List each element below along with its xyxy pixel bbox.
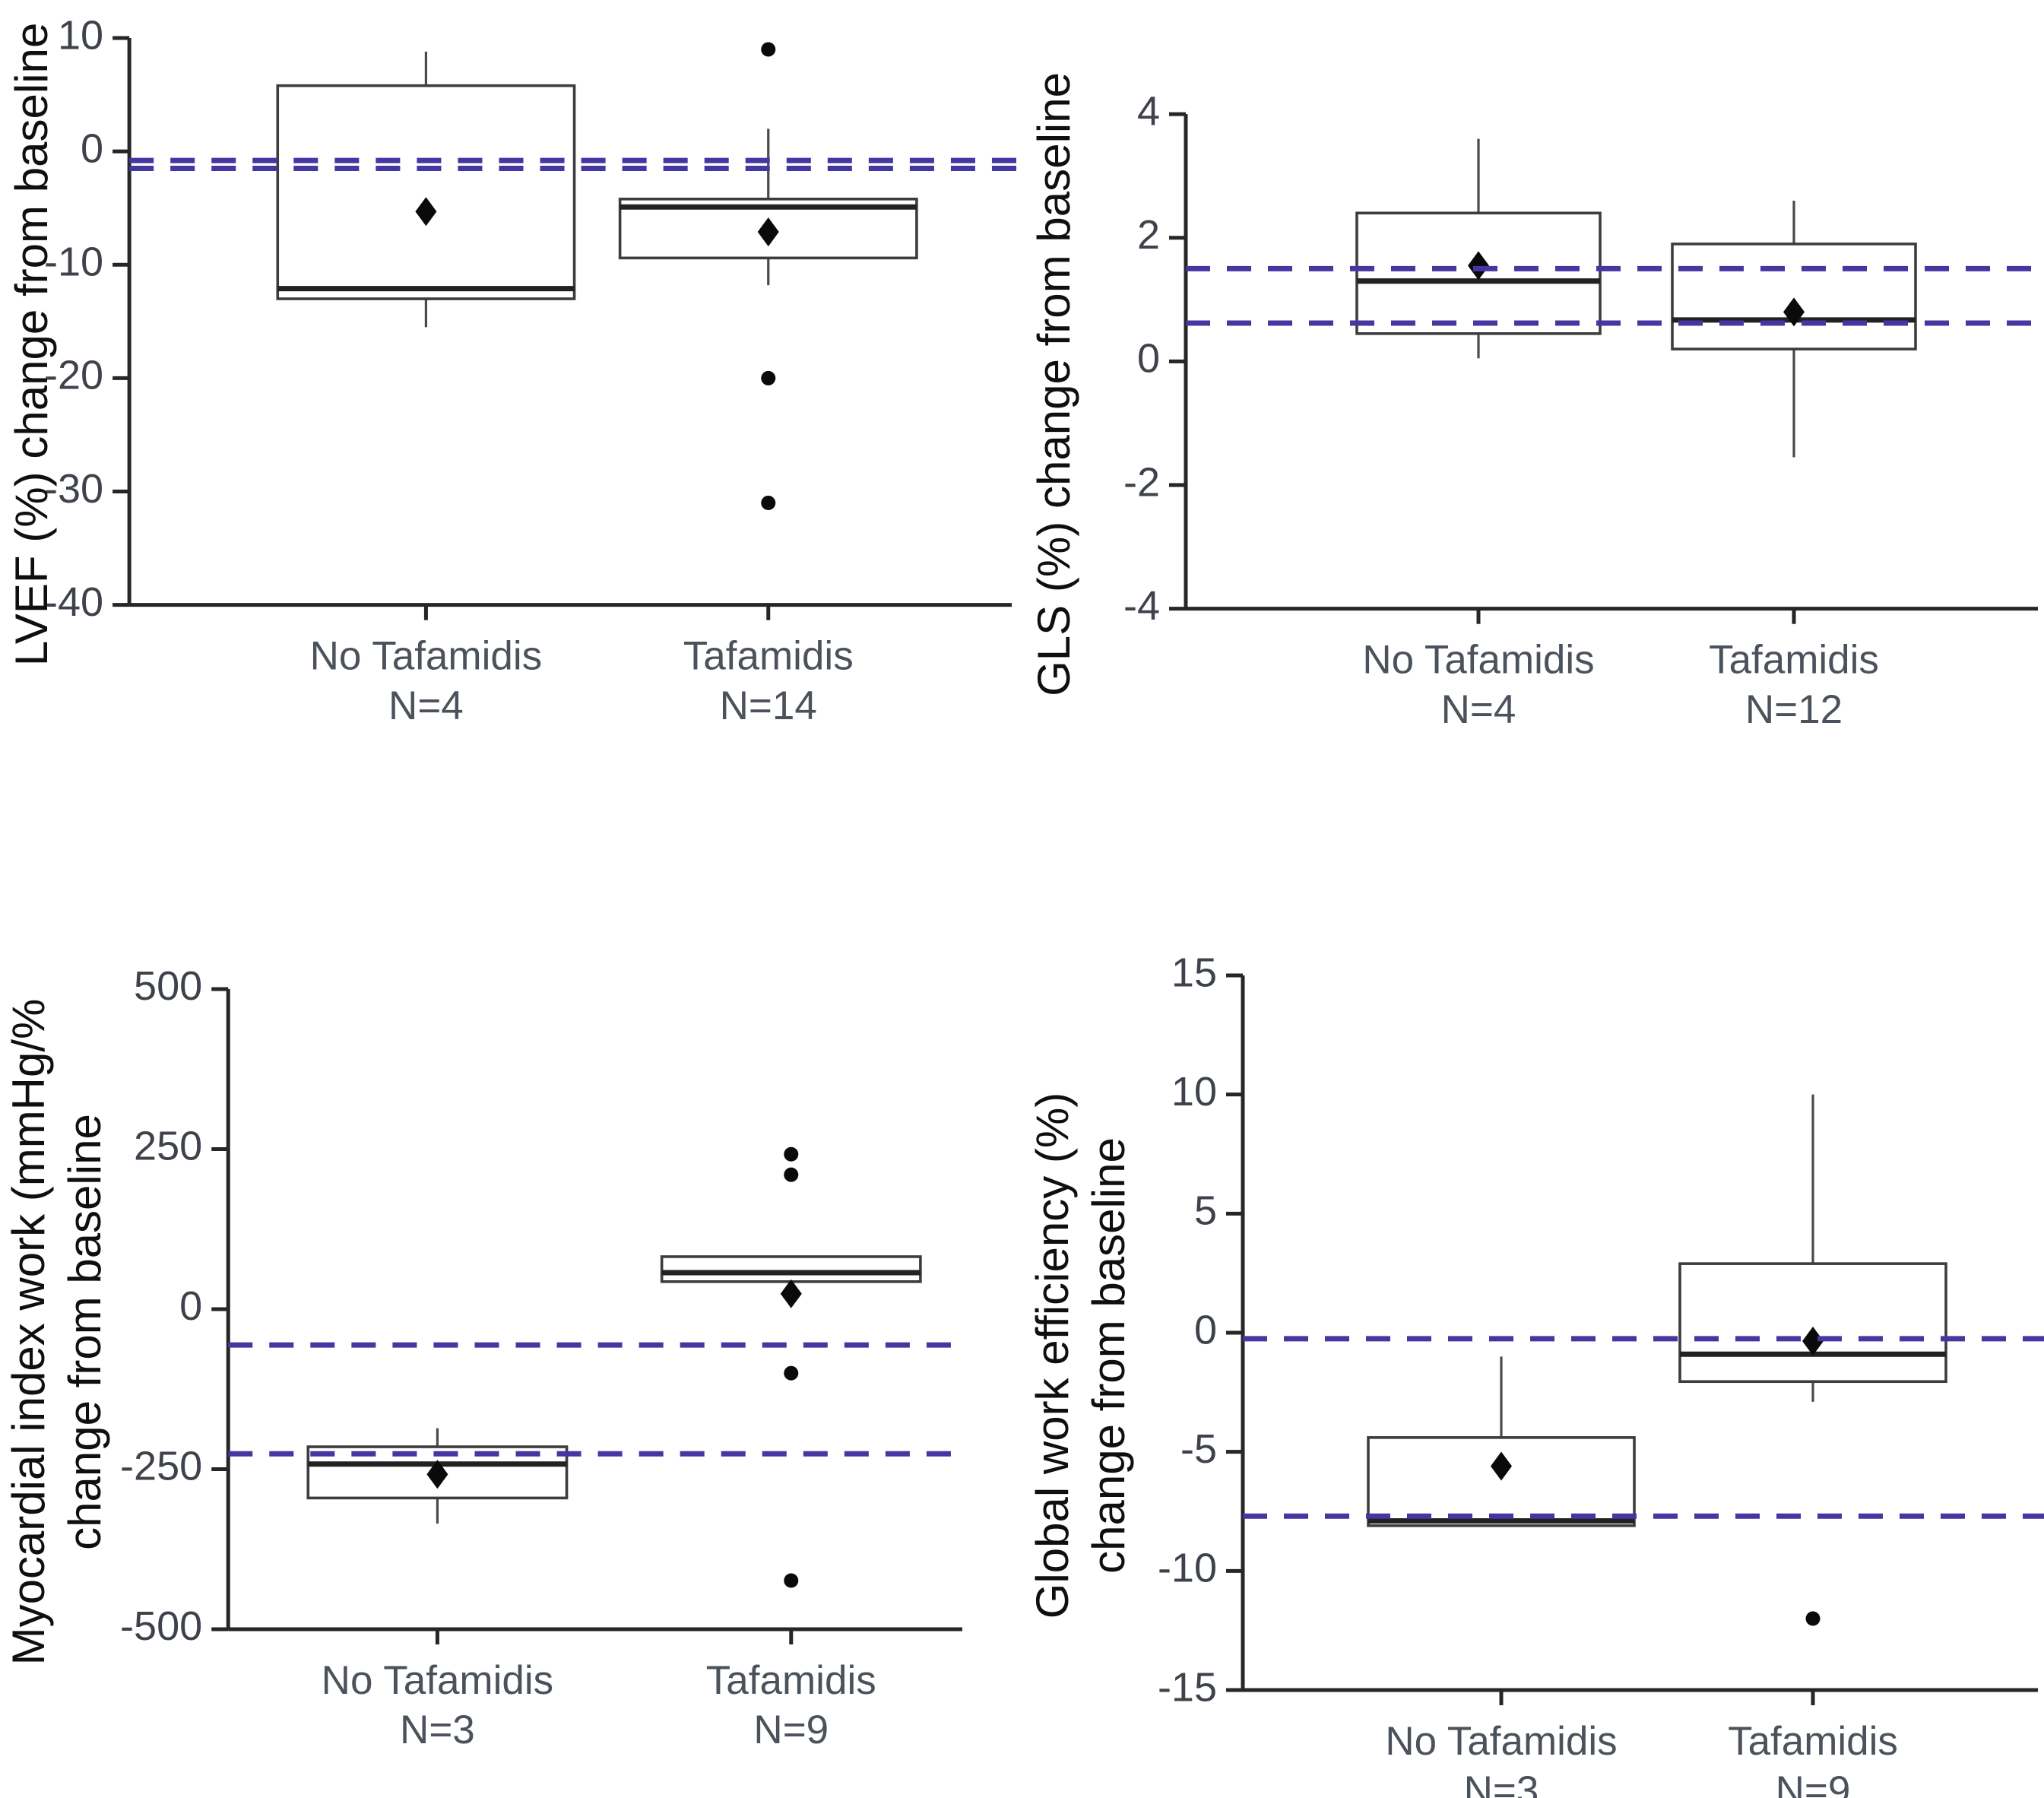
iqr-box: [660, 1255, 922, 1283]
x-group-label: No Tafamidis: [322, 1658, 553, 1703]
x-group-n-label: N=4: [388, 683, 464, 728]
y-tick-label: 500: [134, 963, 202, 1009]
y-axis-title: change from baseline: [1083, 1137, 1134, 1574]
iqr-box: [1678, 1262, 1947, 1384]
y-tick-label: 10: [1171, 1069, 1217, 1115]
box-group-no-tafamidis: No Tafamidis N=3: [1367, 1356, 1636, 1798]
panel-root: 4 2 0 -2 -4 GLS (%) change from baseline No Ta…: [1028, 72, 2044, 732]
boxplot-panel-work-efficiency: 15 10 5 0 -5 -10 -15 Global work efficiency (%)…: [1027, 950, 2044, 1798]
x-group-n-label: N=4: [1441, 687, 1516, 732]
box-group-no-tafamidis: No Tafamidis N=3: [306, 1428, 569, 1752]
y-tick-label: 5: [1194, 1188, 1217, 1234]
y-tick-label: -30: [44, 466, 103, 512]
y-tick-label: 0: [81, 125, 103, 171]
mean-diamond: [780, 1279, 802, 1308]
panel-myocardial-work: 500 250 0 -250 -500 Myocardial index work (mm…: [0, 899, 1022, 1798]
y-tick-label: -500: [120, 1603, 202, 1649]
y-tick-label: 4: [1137, 88, 1160, 134]
panel-root: 15 10 5 0 -5 -10 -15 Global work efficiency (%)…: [1027, 950, 2044, 1798]
x-group-n-label: N=9: [1776, 1768, 1851, 1798]
y-axis-title: LVEF (%) change from baseline: [6, 23, 57, 666]
mean-diamond: [757, 217, 779, 247]
x-group-n-label: N=12: [1745, 687, 1843, 732]
x-group-n-label: N=14: [720, 683, 817, 728]
y-tick-label: -10: [44, 239, 103, 285]
y-tick-label: -20: [44, 353, 103, 398]
y-axis-title: Global work efficiency (%): [1027, 1092, 1078, 1619]
y-tick-label: -5: [1180, 1426, 1217, 1472]
box-group-tafamidis: Tafamidis N=9: [660, 1146, 922, 1752]
y-tick-label: 10: [58, 12, 103, 58]
y-tick-label: 0: [1194, 1307, 1217, 1352]
outlier-point: [761, 42, 776, 57]
panel-root: 500 250 0 -250 -500 Myocardial index work (mm…: [3, 963, 966, 1752]
outlier-point: [1805, 1611, 1821, 1626]
y-tick-label: 15: [1171, 950, 1217, 995]
x-group-label: Tafamidis: [706, 1658, 876, 1703]
box-group-tafamidis: Tafamidis N=9: [1678, 1094, 1947, 1798]
y-axis-title: GLS (%) change from baseline: [1028, 72, 1079, 696]
y-axis-title: change from baseline: [59, 1114, 110, 1550]
y-tick-label: -4: [1123, 583, 1160, 629]
x-group-label: No Tafamidis: [310, 634, 543, 679]
outlier-point: [784, 1365, 799, 1381]
boxplot-panel-gls: 4 2 0 -2 -4 GLS (%) change from baseline No Ta…: [1028, 72, 2044, 732]
y-tick-label: -2: [1123, 459, 1160, 505]
y-tick-label: -15: [1158, 1664, 1217, 1710]
x-group-n-label: N=9: [753, 1708, 829, 1752]
y-axis-title: Myocardial index work (mmHg/%: [3, 999, 54, 1666]
mean-diamond: [415, 197, 437, 227]
outlier-point: [784, 1146, 799, 1162]
x-group-label: Tafamidis: [1728, 1719, 1898, 1764]
y-tick-label: -250: [120, 1444, 202, 1489]
iqr-box: [1671, 243, 1917, 350]
x-group-label: No Tafamidis: [1385, 1719, 1617, 1764]
y-tick-label: 2: [1137, 212, 1160, 258]
panel-work-efficiency: 15 10 5 0 -5 -10 -15 Global work efficiency (%)…: [1022, 899, 2044, 1798]
y-tick-label: 0: [179, 1283, 202, 1329]
mean-diamond: [1468, 251, 1489, 281]
y-tick-label: -40: [44, 579, 103, 625]
y-tick-label: 250: [134, 1124, 202, 1169]
outlier-point: [761, 495, 776, 510]
x-group-label: Tafamidis: [1709, 638, 1879, 683]
x-group-n-label: N=3: [400, 1708, 475, 1752]
x-group-label: No Tafamidis: [1362, 638, 1594, 683]
panel-lvef: 10 0 -10 -20 -30 -40 LVEF (%) change from base…: [0, 0, 1022, 899]
iqr-box: [276, 84, 576, 300]
y-tick-label: 0: [1137, 336, 1160, 382]
boxplot-panel-myocardial-work: 500 250 0 -250 -500 Myocardial index work (mm…: [3, 963, 966, 1752]
outlier-point: [784, 1167, 799, 1182]
mean-diamond: [1802, 1326, 1824, 1356]
y-tick-label: -10: [1158, 1546, 1217, 1591]
outlier-point: [761, 370, 776, 385]
iqr-box: [1367, 1436, 1636, 1527]
mean-diamond: [1491, 1451, 1512, 1481]
mean-diamond: [426, 1460, 448, 1489]
x-group-label: Tafamidis: [683, 634, 854, 679]
x-group-n-label: N=3: [1464, 1768, 1539, 1798]
panel-gls: 4 2 0 -2 -4 GLS (%) change from baseline No Ta…: [1022, 0, 2044, 899]
outlier-point: [784, 1573, 799, 1588]
